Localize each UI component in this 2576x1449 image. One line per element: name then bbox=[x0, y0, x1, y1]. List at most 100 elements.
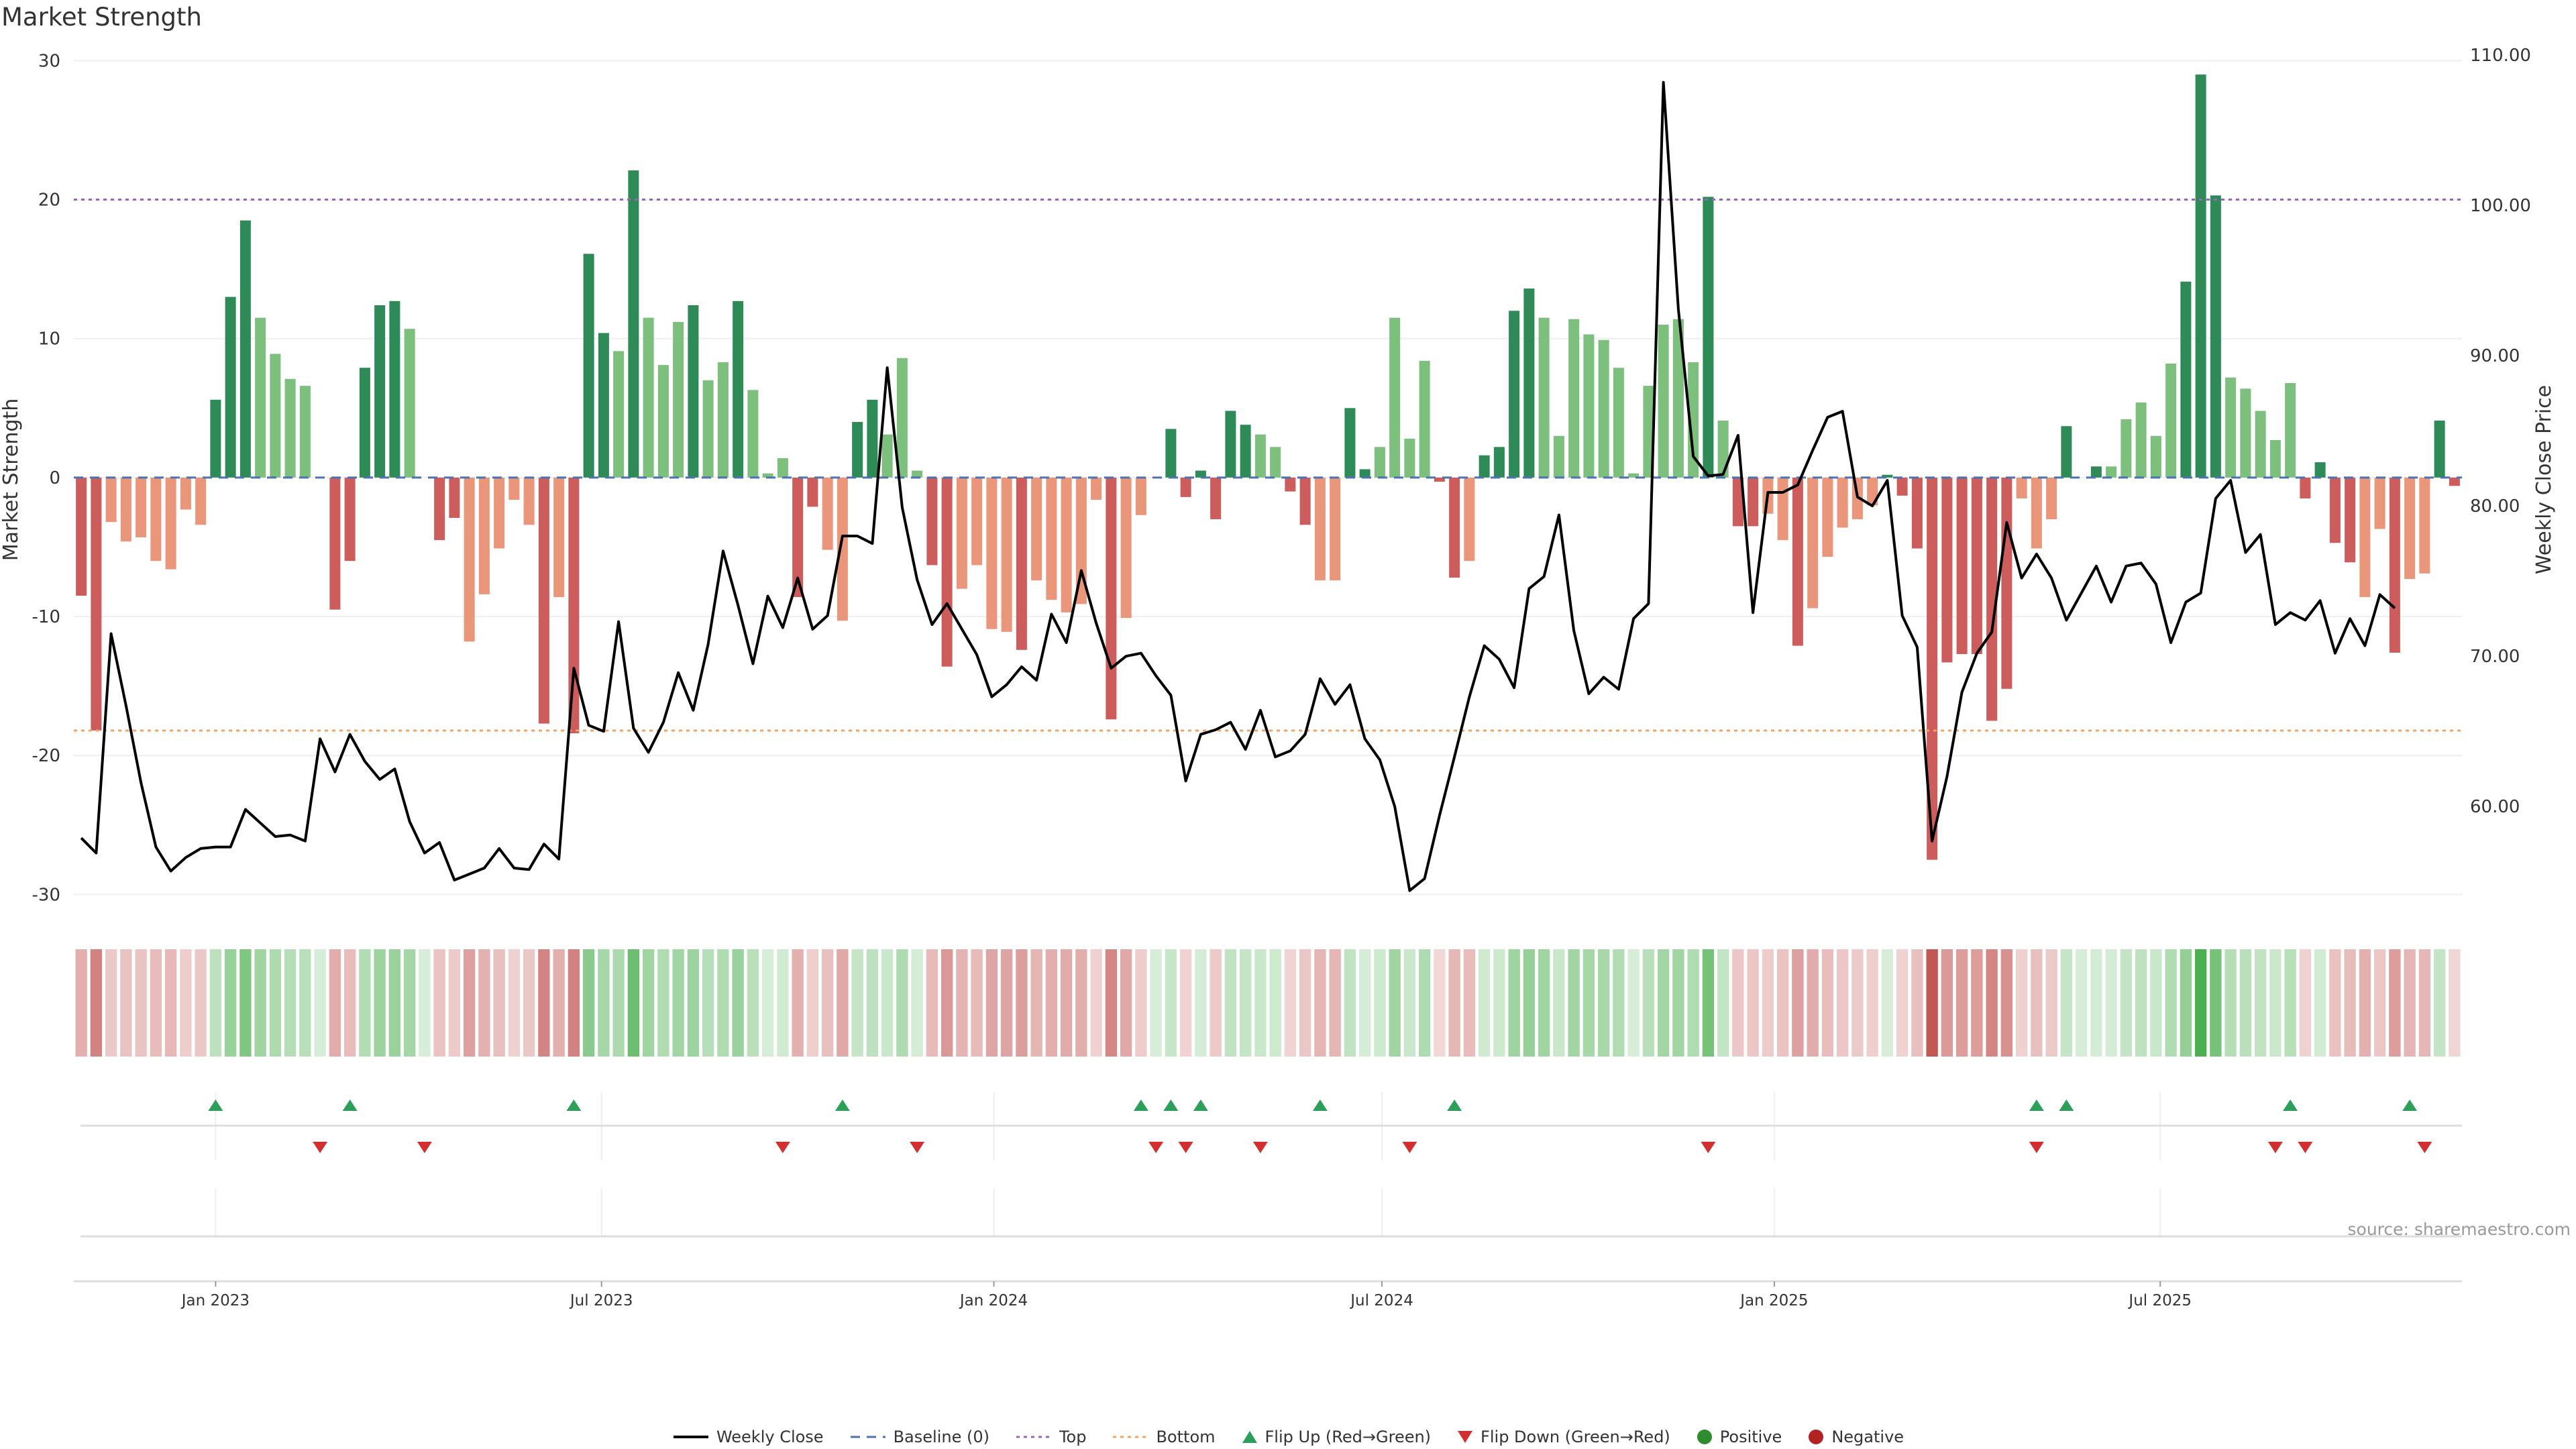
heatmap-cell bbox=[1687, 949, 1699, 1057]
strength-bar bbox=[538, 477, 549, 724]
heatmap-cell bbox=[1418, 949, 1431, 1057]
flip-up-marker bbox=[342, 1099, 358, 1111]
strength-bar bbox=[1598, 339, 1609, 478]
strength-bar bbox=[1106, 477, 1117, 720]
flip-up-marker bbox=[1163, 1099, 1179, 1111]
strength-bar bbox=[867, 399, 878, 478]
flip-up-marker bbox=[1312, 1099, 1328, 1111]
heatmap-cell bbox=[1374, 949, 1386, 1057]
strength-bar bbox=[1374, 447, 1385, 478]
flip-up-marker bbox=[2402, 1099, 2418, 1111]
heatmap-cell bbox=[687, 949, 700, 1057]
heatmap-cell bbox=[2224, 949, 2237, 1057]
left-tick-label: 10 bbox=[38, 329, 60, 350]
strength-bar bbox=[2345, 477, 2356, 563]
strength-bar bbox=[986, 477, 998, 629]
strength-bar bbox=[2210, 195, 2221, 478]
heatmap-cell bbox=[1642, 949, 1655, 1057]
heatmap-cell bbox=[1210, 949, 1222, 1057]
heatmap-cell bbox=[702, 949, 714, 1057]
flip-up-marker bbox=[566, 1099, 582, 1111]
right-tick-label: 100.00 bbox=[2470, 196, 2531, 216]
left-axis-title: Market Strength bbox=[0, 398, 23, 561]
strength-bar bbox=[1643, 386, 1654, 478]
heatmap-cell bbox=[1105, 949, 1118, 1057]
heatmap-cell bbox=[1269, 949, 1281, 1057]
top-legend-icon bbox=[1016, 1436, 1051, 1438]
strength-bar bbox=[1523, 288, 1535, 478]
strength-bar bbox=[1001, 477, 1012, 632]
heatmap-cell bbox=[2239, 949, 2252, 1057]
strength-bar bbox=[1583, 334, 1595, 478]
strength-bar bbox=[1285, 477, 1296, 492]
heatmap-cell bbox=[254, 949, 266, 1057]
flip-down-marker bbox=[910, 1142, 925, 1153]
legend-label: Weekly Close bbox=[716, 1428, 824, 1446]
heatmap-cell bbox=[1403, 949, 1416, 1057]
heatmap-cell bbox=[1672, 949, 1684, 1057]
heatmap-cell bbox=[2015, 949, 2028, 1057]
strength-bar bbox=[329, 477, 341, 610]
strength-bar bbox=[2016, 477, 2027, 498]
strength-bar bbox=[1120, 477, 1132, 619]
strength-bar bbox=[1956, 477, 1968, 655]
heatmap-cell bbox=[1060, 949, 1073, 1057]
x-tick-label: Jul 2023 bbox=[569, 1292, 633, 1309]
left-tick-label: -20 bbox=[32, 746, 60, 766]
strength-bar bbox=[956, 477, 967, 589]
heatmap-cell bbox=[851, 949, 863, 1057]
heatmap-cell bbox=[2075, 949, 2088, 1057]
heatmap-cell bbox=[1195, 949, 1207, 1057]
strength-bar bbox=[1464, 477, 1475, 561]
heatmap-cell bbox=[329, 949, 341, 1057]
flip-down-marker bbox=[1701, 1142, 1716, 1153]
strength-bar bbox=[1240, 425, 1251, 478]
strength-bar bbox=[673, 321, 684, 478]
strength-bar bbox=[628, 170, 639, 478]
right-tick-label: 60.00 bbox=[2470, 797, 2520, 817]
legend-item-line: Weekly Close bbox=[672, 1428, 824, 1446]
legend-item-bottom: Bottom bbox=[1112, 1428, 1216, 1446]
left-tick-label: 20 bbox=[38, 191, 60, 211]
heatmap-cell bbox=[1329, 949, 1341, 1057]
strength-bar bbox=[2449, 477, 2460, 486]
heatmap-cell bbox=[1568, 949, 1580, 1057]
legend-label: Flip Up (Red→Green) bbox=[1265, 1428, 1432, 1446]
x-tick-label: Jan 2023 bbox=[180, 1292, 250, 1309]
strength-bar bbox=[1046, 477, 1057, 600]
heatmap-cell bbox=[1135, 949, 1147, 1057]
left-tick-label: -30 bbox=[32, 885, 60, 905]
heatmap-cell bbox=[343, 949, 356, 1057]
heatmap-cell bbox=[1463, 949, 1476, 1057]
heatmap-cell bbox=[642, 949, 655, 1057]
strength-bar bbox=[255, 317, 266, 478]
heatmap-cell bbox=[1045, 949, 1058, 1057]
heatmap-cell bbox=[971, 949, 983, 1057]
strength-bar bbox=[1807, 477, 1819, 608]
legend-item-flip-down: Flip Down (Green→Red) bbox=[1456, 1428, 1670, 1446]
heatmap-cell bbox=[911, 949, 923, 1057]
strength-bar bbox=[1061, 477, 1072, 612]
heatmap-cell bbox=[2150, 949, 2162, 1057]
heatmap-cell bbox=[164, 949, 177, 1057]
heatmap-cell bbox=[1508, 949, 1520, 1057]
heatmap-cell bbox=[359, 949, 371, 1057]
heatmap-cell bbox=[374, 949, 386, 1057]
strength-bar bbox=[150, 477, 162, 561]
strength-bar bbox=[2329, 477, 2341, 543]
strength-bar bbox=[105, 477, 117, 523]
heatmap-cell bbox=[2329, 949, 2341, 1057]
heatmap-cell bbox=[2418, 949, 2431, 1057]
left-tick-label: 30 bbox=[38, 51, 60, 71]
strength-bar bbox=[2031, 477, 2042, 549]
heatmap-cell bbox=[2269, 949, 2282, 1057]
strength-bar bbox=[2046, 477, 2057, 520]
x-tick-label: Jan 2025 bbox=[1739, 1292, 1808, 1309]
heatmap-cell bbox=[1493, 949, 1505, 1057]
heatmap-cell bbox=[1657, 949, 1670, 1057]
strength-bar bbox=[449, 477, 460, 518]
strength-bar bbox=[1777, 477, 1788, 541]
strength-bar bbox=[2106, 466, 2117, 478]
strength-bar bbox=[1493, 447, 1505, 478]
heatmap-cell bbox=[1344, 949, 1356, 1057]
